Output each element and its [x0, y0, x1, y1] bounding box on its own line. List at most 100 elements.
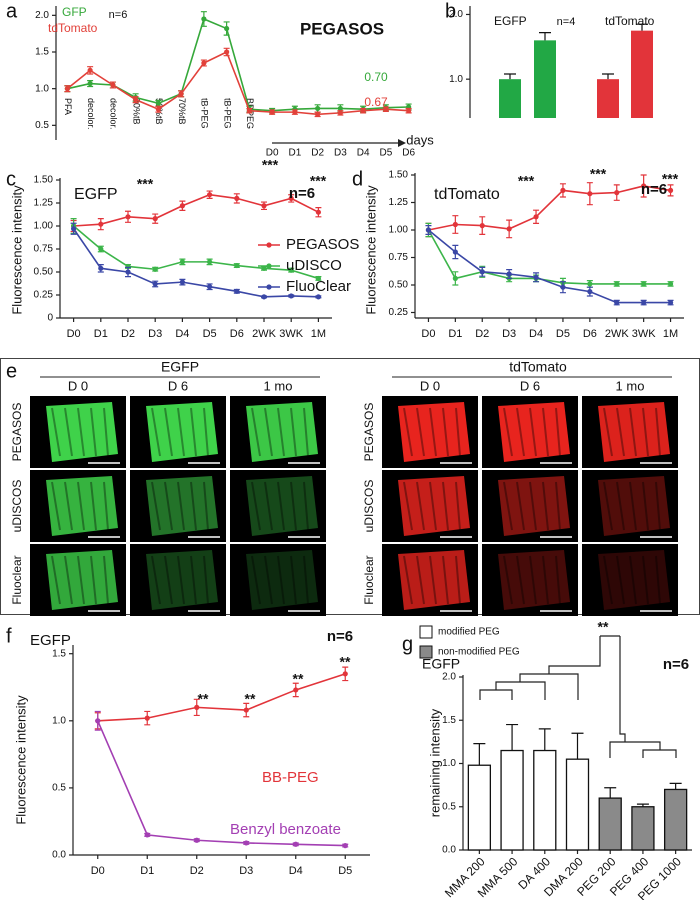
point: [667, 281, 674, 287]
error-bar: [669, 782, 682, 790]
fiber: [416, 481, 425, 531]
column-label: D 0: [420, 378, 440, 393]
point: [261, 265, 267, 271]
point: [614, 190, 620, 196]
x-tick-label: D6: [402, 148, 415, 159]
error-bar: [636, 803, 649, 807]
legend-label: uDISCO: [286, 257, 342, 274]
fiber: [503, 407, 513, 457]
point: [179, 279, 185, 285]
annotation: days: [406, 132, 434, 147]
series-line: [66, 50, 409, 116]
bar: [631, 806, 655, 851]
bar: [500, 749, 524, 851]
point: [178, 91, 184, 97]
point: [587, 191, 593, 197]
x-tick-label: decolor.: [109, 98, 119, 130]
fiber: [151, 555, 161, 605]
point: [179, 203, 185, 209]
fiber: [642, 407, 649, 457]
chart-title: tdTomato: [434, 186, 500, 203]
point: [533, 274, 539, 280]
fiber: [51, 407, 61, 457]
row-label: Fluoclear: [10, 555, 24, 604]
point: [425, 227, 432, 233]
annotation: ***: [137, 176, 154, 192]
error-bar: [504, 73, 516, 80]
fiber: [429, 481, 437, 531]
fiber: [277, 555, 285, 605]
point: [98, 221, 104, 227]
bar: [565, 758, 590, 851]
y-tick-label: 1.50: [389, 170, 409, 181]
error-bar: [473, 743, 486, 766]
x-tick-label: PFA: [63, 98, 73, 115]
series-line: [427, 229, 671, 304]
series-line: [72, 228, 319, 298]
fiber: [264, 555, 273, 605]
y-axis-label: Fluorescence intensity: [9, 185, 24, 315]
x-tick-label: D3: [334, 148, 347, 159]
x-tick-label: D4: [357, 148, 370, 159]
image-tile: [582, 470, 678, 542]
x-tick-label: D0: [266, 148, 279, 159]
row-label: PEGASOS: [362, 403, 376, 462]
fiber: [529, 407, 537, 457]
image-tile: [230, 470, 326, 542]
x-tick-label: D3: [502, 328, 516, 340]
error-bar: [602, 73, 614, 80]
fiber: [164, 407, 173, 457]
tissue: [598, 476, 670, 536]
image-tile: [482, 544, 578, 616]
x-tick-label: 3WK: [279, 328, 304, 340]
error-bar: [636, 23, 648, 31]
bar: [631, 30, 653, 119]
series-line: [97, 673, 346, 722]
annotation: ***: [262, 157, 279, 173]
error-bar: [538, 728, 551, 751]
fiber: [190, 555, 197, 605]
annotation: ***: [310, 173, 327, 189]
point: [194, 704, 200, 710]
fiber: [555, 481, 561, 531]
chart-title: EGFP: [30, 632, 71, 649]
x-tick-label: D4: [289, 865, 303, 877]
error-bar: [506, 723, 519, 751]
point: [506, 226, 512, 232]
point: [383, 106, 389, 112]
tissue: [498, 476, 570, 536]
point: [224, 49, 230, 55]
tissue: [398, 476, 470, 536]
y-tick-label: 0.5: [52, 783, 66, 794]
y-tick-label: 0.50: [389, 280, 409, 291]
point: [560, 284, 566, 290]
fiber: [629, 555, 637, 605]
fiber: [629, 481, 637, 531]
y-tick-label: 1.5: [52, 648, 66, 659]
x-tick-label: D2: [121, 328, 135, 340]
y-tick-label: 0.0: [442, 845, 456, 856]
y-tick-label: 0.75: [34, 244, 54, 255]
fiber: [503, 555, 513, 605]
point: [614, 281, 620, 287]
point: [288, 195, 294, 201]
fiber: [264, 407, 273, 457]
annotation: 0.70: [364, 70, 388, 84]
annotation: n=6: [289, 185, 315, 202]
fiber: [103, 407, 109, 457]
legend-label: GFP: [62, 5, 87, 19]
x-tick-label: D1: [288, 148, 301, 159]
point: [292, 109, 298, 115]
image-tile: [230, 544, 326, 616]
fiber: [190, 481, 197, 531]
y-tick-label: 1.50: [34, 175, 54, 186]
y-tick-label: 0.75: [389, 252, 409, 263]
series-line: [427, 229, 671, 285]
point: [125, 214, 131, 220]
annotation: **: [293, 671, 304, 687]
x-tick-label: 1M: [311, 328, 326, 340]
point: [246, 108, 252, 114]
point: [261, 294, 267, 300]
fiber: [429, 555, 437, 605]
x-tick-label: decolor.: [86, 98, 96, 130]
